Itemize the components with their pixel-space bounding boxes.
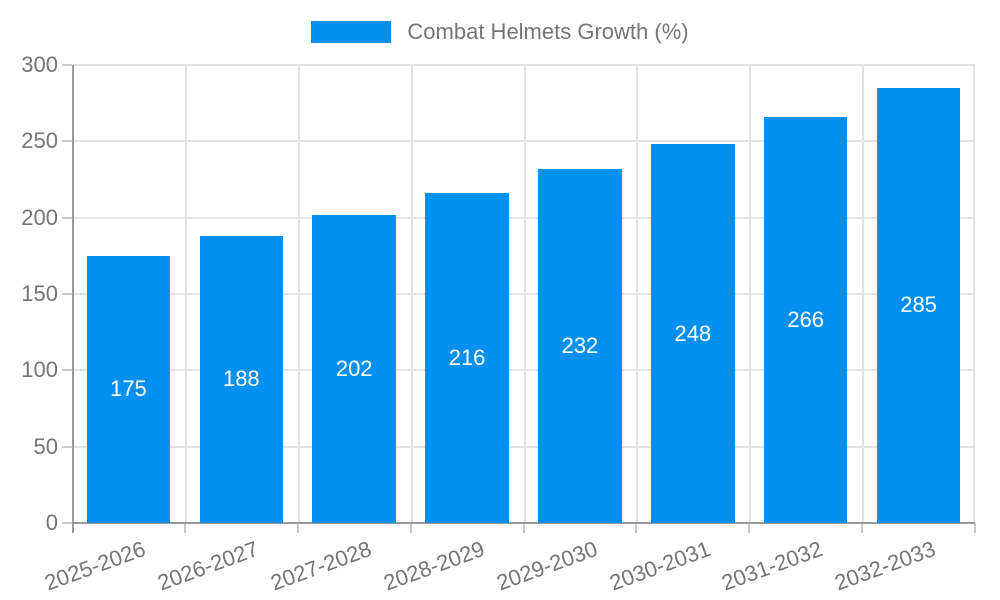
y-axis-tick-label: 200 [21, 204, 58, 230]
y-axis-line [72, 65, 74, 533]
plot-area: 0 50 100 150 200 250 300 175 2025-2026 188 2026-20… [21, 52, 976, 595]
y-axis-tick [62, 293, 72, 295]
x-gridline [749, 65, 752, 523]
x-axis-tick [748, 523, 751, 533]
bar-2028-2029[interactable] [425, 193, 509, 523]
y-axis-tick [62, 64, 72, 66]
bar-2027-2028[interactable] [312, 214, 396, 523]
y-axis-tick [62, 522, 72, 524]
chart-legend[interactable]: Combat Helmets Growth (%) [0, 18, 1000, 46]
bar-2026-2027[interactable] [199, 235, 284, 523]
x-axis-tick [296, 523, 299, 533]
y-axis-tick-label: 100 [21, 357, 58, 383]
bar-value-label: 248 [674, 320, 712, 346]
x-axis-tick [183, 523, 186, 533]
x-gridline [297, 65, 300, 523]
x-gridline [410, 65, 413, 523]
x-axis-tick [522, 523, 525, 533]
x-axis-category-label: 2027-2028 [267, 536, 375, 596]
bar-2031-2032[interactable] [763, 116, 848, 523]
bar-value-label: 175 [110, 376, 147, 402]
legend-swatch-icon [311, 21, 392, 43]
bar-2032-2033[interactable] [876, 87, 961, 523]
y-axis-tick-label: 250 [21, 128, 58, 154]
x-gridline [523, 65, 526, 523]
x-axis-category-label: 2025-2026 [41, 536, 149, 596]
bar-2029-2030[interactable] [538, 168, 622, 523]
y-axis-tick-label: 50 [33, 433, 58, 459]
y-axis-tick [62, 369, 72, 372]
x-gridline [184, 65, 187, 523]
y-axis-tick [62, 140, 72, 143]
x-axis-category-label: 2026-2027 [154, 536, 262, 596]
bar-value-label: 232 [561, 332, 599, 358]
x-axis-tick [635, 523, 638, 533]
x-axis-category-label: 2031-2032 [718, 536, 827, 596]
bar-2025-2026[interactable] [86, 255, 171, 523]
x-gridline [636, 65, 639, 523]
bar-value-label: 202 [335, 355, 373, 381]
x-axis-category-label: 2032-2033 [831, 536, 940, 596]
x-axis-category-label: 2030-2031 [605, 536, 714, 596]
x-axis-line [72, 522, 975, 524]
y-axis-tick [62, 445, 72, 448]
y-axis-tick-label: 300 [21, 52, 58, 77]
bar-value-label: 266 [787, 306, 825, 332]
bar-value-label: 216 [448, 345, 486, 371]
x-axis-tick [861, 523, 864, 533]
x-gridline [862, 65, 865, 523]
bar-2030-2031[interactable] [651, 144, 735, 523]
x-gridline [973, 65, 975, 523]
y-axis-tick [62, 216, 72, 219]
x-axis-category-label: 2028-2029 [380, 536, 488, 596]
bar-value-label: 285 [900, 292, 937, 318]
x-axis-category-label: 2029-2030 [493, 536, 601, 596]
y-axis-tick-label: 150 [21, 281, 58, 306]
x-axis-tick [409, 523, 412, 533]
x-axis-tick [974, 523, 976, 533]
legend-label: Combat Helmets Growth (%) [407, 19, 689, 44]
bar-value-label: 188 [222, 366, 260, 392]
y-axis-tick-label: 0 [45, 510, 58, 535]
